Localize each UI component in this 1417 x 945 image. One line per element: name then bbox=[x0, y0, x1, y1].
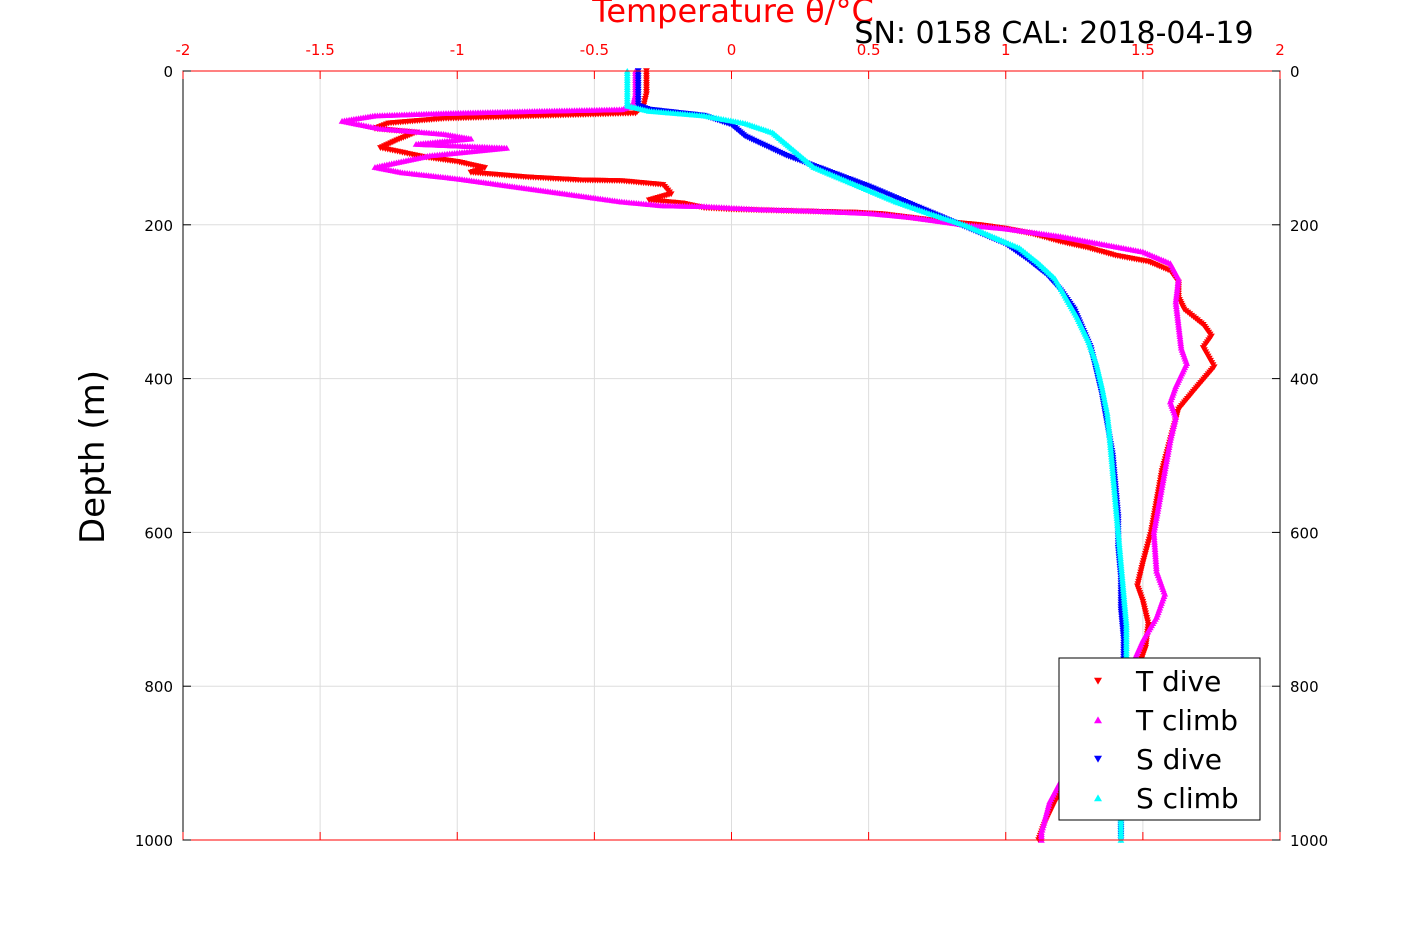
data-point bbox=[1155, 498, 1163, 505]
y-tick-label-left: 600 bbox=[144, 524, 173, 542]
data-point bbox=[1101, 400, 1109, 407]
y-tick-label-right: 800 bbox=[1290, 678, 1319, 696]
data-point bbox=[1158, 486, 1165, 493]
legend: T dive T climb S dive S climb bbox=[1058, 657, 1261, 821]
data-point bbox=[1160, 472, 1168, 479]
data-point bbox=[1100, 395, 1108, 402]
data-point bbox=[1163, 455, 1171, 462]
y-tick-label-right: 200 bbox=[1290, 217, 1319, 235]
data-point bbox=[1164, 448, 1172, 455]
data-point bbox=[1103, 407, 1111, 414]
x-tick-label: -2 bbox=[176, 41, 191, 59]
y-tick-label-left: 1000 bbox=[135, 832, 173, 850]
legend-label: T climb bbox=[1135, 704, 1238, 737]
x-tick-label: -1 bbox=[450, 41, 465, 59]
y-tick-labels-right: 0 200 400 600 800 1000 bbox=[1272, 63, 1328, 850]
y-tick-label-left: 400 bbox=[144, 371, 173, 389]
legend-box bbox=[1058, 657, 1261, 821]
series-layer bbox=[338, 67, 1218, 844]
legend-label: T dive bbox=[1135, 665, 1221, 698]
data-point bbox=[1153, 510, 1161, 517]
series-s-dive bbox=[634, 68, 1128, 844]
data-point bbox=[1150, 526, 1158, 533]
y-axis-title: Depth (m) bbox=[73, 370, 113, 544]
x-tick-label: 0.5 bbox=[857, 41, 881, 59]
data-point bbox=[1102, 405, 1110, 412]
x-tick-label: 1 bbox=[1001, 41, 1011, 59]
data-point bbox=[1160, 474, 1167, 481]
legend-marker bbox=[1094, 716, 1102, 724]
data-point bbox=[1101, 397, 1109, 404]
legend-marker bbox=[1094, 755, 1102, 763]
series-s-climb bbox=[623, 67, 1130, 843]
data-point bbox=[1100, 393, 1108, 399]
y-tick-labels-left: 0 200 400 600 800 1000 bbox=[135, 63, 191, 850]
y-tick-label-left: 800 bbox=[144, 678, 173, 696]
data-point bbox=[1159, 477, 1167, 484]
legend-marker bbox=[1094, 794, 1102, 802]
x-tick-label: 1.5 bbox=[1131, 41, 1155, 59]
data-point bbox=[1155, 503, 1162, 510]
data-point bbox=[1162, 460, 1170, 467]
data-point bbox=[1158, 484, 1166, 491]
data-point bbox=[1162, 463, 1170, 469]
data-point bbox=[1163, 458, 1170, 465]
y-tick-label-right: 1000 bbox=[1290, 832, 1328, 850]
data-point bbox=[1152, 519, 1159, 526]
x-tick-label: 0 bbox=[727, 41, 737, 59]
legend-label: S dive bbox=[1136, 743, 1222, 776]
x-tick-label: -0.5 bbox=[580, 41, 609, 59]
data-point bbox=[1163, 453, 1171, 460]
data-point bbox=[1154, 505, 1162, 512]
data-point bbox=[1156, 493, 1164, 500]
data-point bbox=[1157, 489, 1165, 495]
data-point bbox=[1164, 451, 1172, 458]
data-point bbox=[1099, 390, 1107, 397]
data-point bbox=[1152, 517, 1160, 524]
x-tick-label: -1.5 bbox=[305, 41, 334, 59]
data-point bbox=[1151, 524, 1159, 531]
y-tick-label-right: 0 bbox=[1290, 63, 1300, 81]
data-point bbox=[1155, 500, 1163, 507]
legend-label: S climb bbox=[1136, 782, 1239, 815]
data-point bbox=[1154, 508, 1162, 514]
data-point bbox=[1166, 437, 1174, 443]
x-tick-labels: -2 -1.5 -1 -0.5 0 0.5 1 1.5 2 bbox=[176, 41, 1285, 840]
data-point bbox=[1161, 465, 1169, 472]
y-tick-label-right: 600 bbox=[1290, 524, 1319, 542]
data-point bbox=[1153, 512, 1161, 519]
data-point bbox=[1166, 441, 1173, 448]
y-tick-label-right: 400 bbox=[1290, 371, 1319, 389]
y-tick-label-left: 200 bbox=[144, 217, 173, 235]
data-point bbox=[1158, 482, 1166, 488]
data-point bbox=[1165, 444, 1173, 450]
data-point bbox=[1098, 385, 1106, 392]
data-point bbox=[1099, 388, 1107, 394]
x-tick-label: 2 bbox=[1275, 41, 1285, 59]
x-axis-title: Temperature θ/°C bbox=[591, 0, 874, 30]
data-point bbox=[1161, 467, 1169, 474]
data-point bbox=[1152, 515, 1160, 521]
data-point bbox=[1166, 439, 1174, 446]
data-point bbox=[1102, 402, 1110, 409]
chart-title: SN: 0158 CAL: 2018-04-19 bbox=[854, 16, 1253, 51]
data-point bbox=[1160, 470, 1168, 476]
data-point bbox=[1151, 522, 1159, 529]
data-point bbox=[1098, 383, 1106, 390]
data-point bbox=[1156, 496, 1164, 502]
data-point bbox=[1157, 491, 1164, 498]
data-point bbox=[1159, 479, 1167, 486]
data-point bbox=[1165, 446, 1173, 453]
legend-marker bbox=[1094, 677, 1102, 685]
y-tick-label-left: 0 bbox=[163, 63, 173, 81]
